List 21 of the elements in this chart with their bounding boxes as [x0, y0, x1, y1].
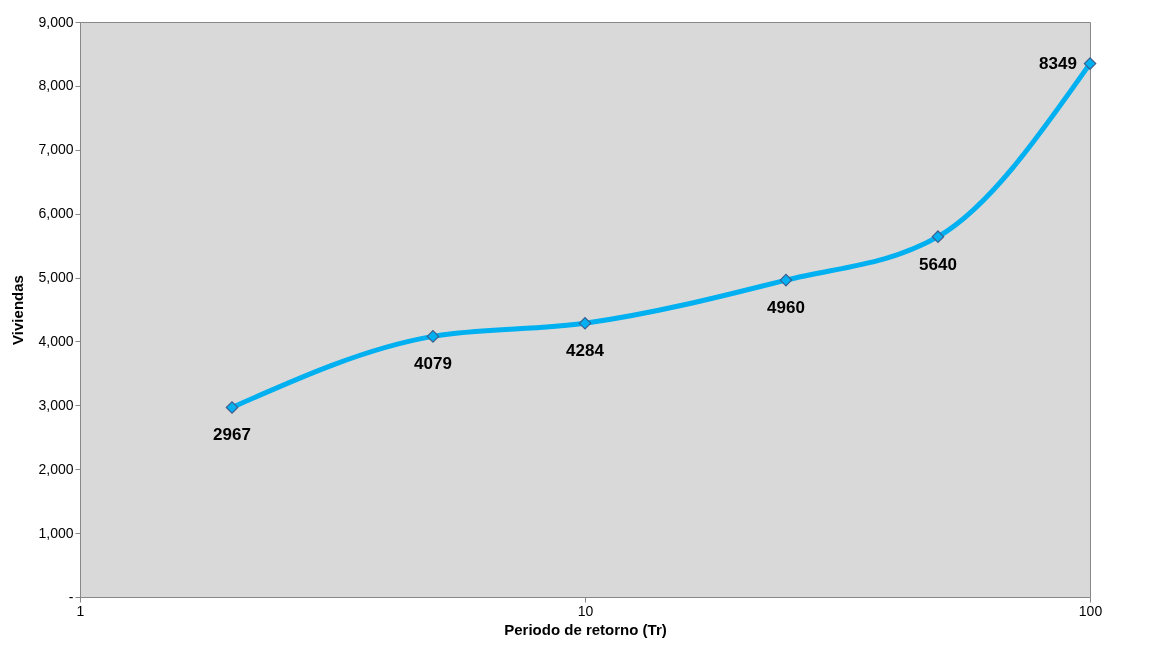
data-label: 4960 — [767, 298, 805, 318]
x-tick-label: 10 — [577, 602, 594, 619]
x-axis-title: Periodo de retorno (Tr) — [504, 620, 667, 638]
y-tick-label: 7,000 — [38, 141, 74, 158]
data-label: 5640 — [919, 254, 957, 274]
data-label: 4284 — [566, 341, 605, 361]
y-tick-label: 1,000 — [38, 524, 74, 541]
y-tick-label: 3,000 — [38, 396, 74, 413]
data-label: 8349 — [1039, 53, 1077, 73]
y-tick-label: - — [68, 588, 74, 605]
data-label: 2967 — [213, 425, 251, 445]
data-label: 4079 — [414, 354, 452, 374]
y-tick-label: 9,000 — [38, 13, 74, 30]
x-tick-label: 1 — [76, 602, 85, 619]
y-tick-label: 5,000 — [38, 269, 74, 286]
y-axis-title: Viviendas — [9, 275, 27, 345]
y-tick-label: 4,000 — [38, 332, 74, 349]
y-tick-label: 6,000 — [38, 205, 74, 222]
x-tick-label: 100 — [1078, 602, 1103, 619]
y-tick-label: 8,000 — [38, 77, 74, 94]
y-tick-label: 2,000 — [38, 460, 74, 477]
